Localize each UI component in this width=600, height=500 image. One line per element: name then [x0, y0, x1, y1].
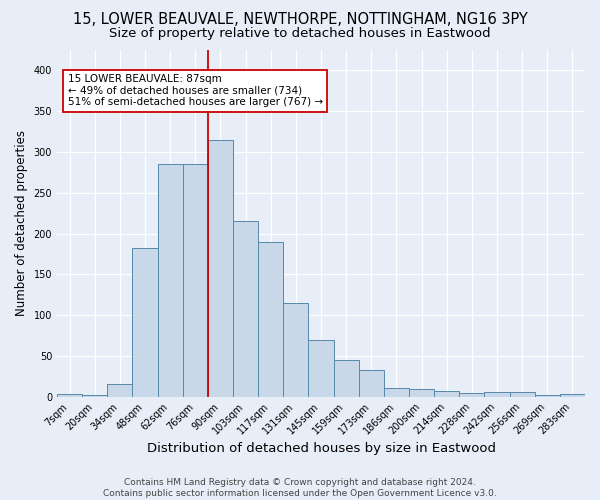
Bar: [82, 395, 107, 396]
Bar: [484, 392, 509, 396]
Bar: [334, 360, 359, 397]
X-axis label: Distribution of detached houses by size in Eastwood: Distribution of detached houses by size …: [146, 442, 496, 455]
Bar: [434, 391, 459, 396]
Bar: [233, 222, 258, 396]
Bar: [158, 164, 183, 396]
Bar: [258, 242, 283, 396]
Bar: [359, 370, 384, 396]
Bar: [133, 248, 158, 396]
Bar: [459, 394, 484, 396]
Bar: [183, 164, 208, 396]
Y-axis label: Number of detached properties: Number of detached properties: [15, 130, 28, 316]
Bar: [107, 384, 133, 396]
Bar: [509, 392, 535, 396]
Bar: [384, 388, 409, 396]
Bar: [283, 303, 308, 396]
Text: Contains HM Land Registry data © Crown copyright and database right 2024.
Contai: Contains HM Land Registry data © Crown c…: [103, 478, 497, 498]
Bar: [535, 395, 560, 396]
Text: Size of property relative to detached houses in Eastwood: Size of property relative to detached ho…: [109, 28, 491, 40]
Text: 15, LOWER BEAUVALE, NEWTHORPE, NOTTINGHAM, NG16 3PY: 15, LOWER BEAUVALE, NEWTHORPE, NOTTINGHA…: [73, 12, 527, 28]
Bar: [57, 394, 82, 396]
Bar: [308, 340, 334, 396]
Bar: [560, 394, 585, 396]
Bar: [208, 140, 233, 396]
Text: 15 LOWER BEAUVALE: 87sqm
← 49% of detached houses are smaller (734)
51% of semi-: 15 LOWER BEAUVALE: 87sqm ← 49% of detach…: [68, 74, 323, 108]
Bar: [409, 390, 434, 396]
